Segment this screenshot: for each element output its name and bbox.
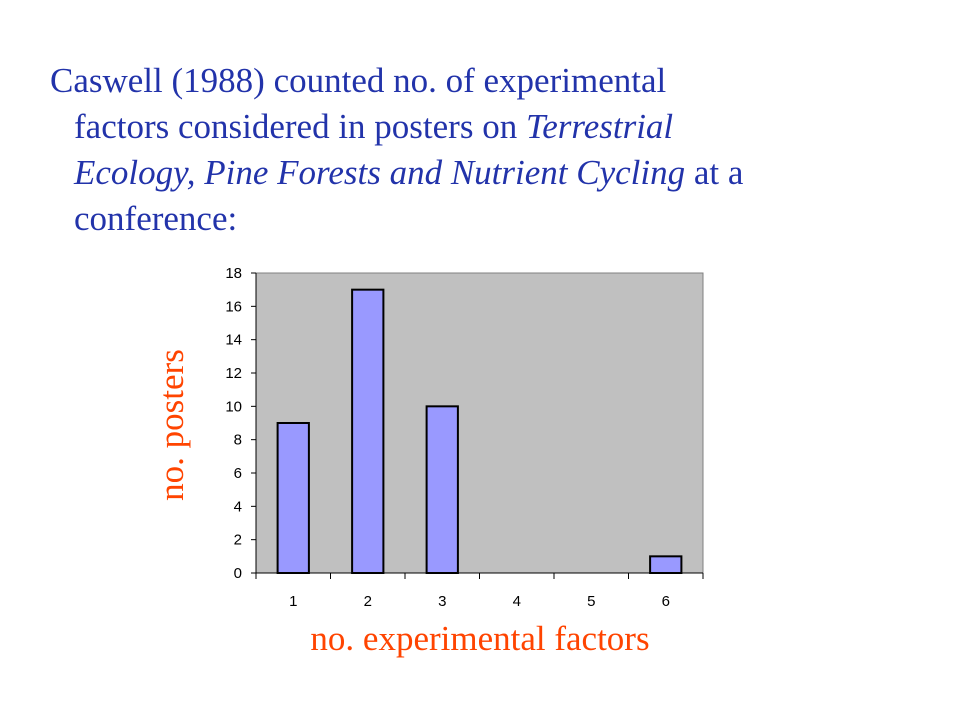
bar-3 (425, 405, 459, 575)
x-tick-label: 3 (438, 593, 446, 610)
x-tick-label: 6 (662, 593, 670, 610)
x-tick-label: 1 (289, 593, 297, 610)
y-tick-label: 14 (225, 332, 242, 349)
intro-text: Caswell (1988) counted no. of experiment… (50, 58, 930, 242)
intro-line-3-text: at a (685, 153, 744, 192)
intro-line-2-text: factors considered in posters on (74, 107, 526, 146)
y-tick-label: 10 (225, 398, 242, 415)
y-tick-label: 8 (234, 432, 242, 449)
plot-area (255, 272, 704, 574)
bars-group (276, 288, 683, 575)
x-axis-title: no. experimental factors (310, 619, 649, 658)
x-tick-label: 5 (587, 593, 595, 610)
y-tick-label: 16 (225, 298, 242, 315)
y-tick-label: 6 (234, 465, 242, 482)
bar-1 (276, 422, 310, 574)
y-tick-label: 0 (234, 565, 242, 582)
y-tick-label: 2 (234, 532, 242, 549)
x-tick-label: 2 (364, 593, 372, 610)
intro-line-2: factors considered in posters on Terrest… (50, 104, 930, 150)
bar-2 (351, 288, 385, 574)
intro-line-3: Ecology, Pine Forests and Nutrient Cycli… (50, 150, 930, 196)
y-tick-label: 18 (225, 265, 242, 282)
x-tick-label: 4 (513, 593, 521, 610)
bar-6 (649, 555, 683, 574)
intro-line-2-italic: Terrestrial (525, 107, 674, 146)
y-tick-label: 4 (234, 498, 242, 515)
y-axis-title: no. posters (152, 349, 191, 501)
axes-group (251, 272, 704, 579)
intro-line-1: Caswell (1988) counted no. of experiment… (50, 61, 667, 100)
intro-line-4: conference: (74, 199, 238, 238)
intro-line-3-italic: Ecology, Pine Forests and Nutrient Cycli… (74, 153, 686, 192)
y-tick-label: 12 (225, 365, 242, 382)
